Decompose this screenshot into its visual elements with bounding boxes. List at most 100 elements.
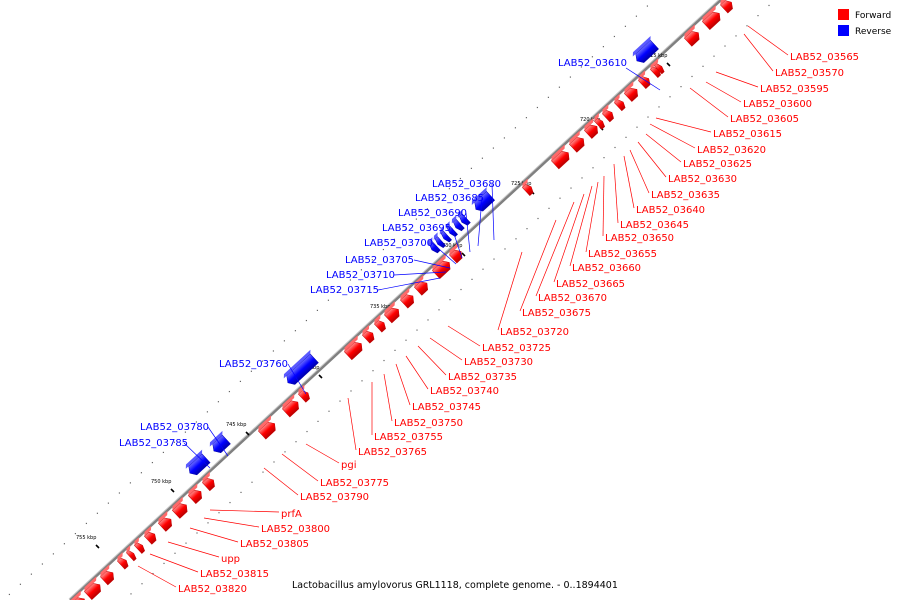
forward-gene-label: LAB52_03605 — [730, 114, 799, 125]
reverse-gene-label: LAB52_03760 — [219, 359, 288, 370]
reverse-gene-label: LAB52_03710 — [326, 270, 395, 281]
forward-gene-label: LAB52_03635 — [651, 190, 720, 201]
ring-dot — [306, 430, 308, 433]
gene-labels: LAB52_03565 LAB52_03570 LAB52_03595 LAB52_0… — [119, 25, 859, 595]
forward-gene-label: LAB52_03740 — [430, 386, 499, 397]
ring-dot — [250, 370, 253, 372]
kbp-tick-label: 720 kbp — [580, 117, 600, 123]
forward-leader-line — [347, 397, 357, 451]
forward-leader-line — [429, 337, 463, 361]
ring-dot — [350, 390, 352, 392]
forward-leader-line — [613, 163, 619, 224]
ring-dot — [372, 370, 374, 372]
ring-dot — [339, 400, 341, 402]
ring-dot — [514, 127, 517, 129]
reverse-leader-line — [393, 271, 447, 276]
legend-forward-label: Forward — [855, 11, 891, 21]
forward-gene — [100, 564, 114, 586]
reverse-gene — [185, 449, 211, 476]
reverse-gene-label: LAB52_03685 — [415, 193, 484, 204]
forward-gene-label: LAB52_03615 — [713, 129, 782, 140]
ring-dot — [580, 66, 583, 68]
ring-dot — [503, 137, 506, 139]
forward-gene-label: LAB52_03730 — [464, 357, 533, 368]
kbp-tick-label: 745 kbp — [226, 422, 246, 428]
ring-dot — [625, 136, 627, 138]
forward-gene — [172, 496, 188, 519]
ring-dot — [328, 410, 330, 412]
ring-dot — [602, 46, 605, 48]
forward-gene — [84, 576, 101, 600]
forward-gene — [362, 324, 375, 344]
legend-reverse-label: Reverse — [855, 27, 892, 37]
ring-dot — [151, 461, 154, 464]
kbp-tick-label: 725 kbp — [511, 181, 531, 187]
ring-dot — [515, 238, 517, 240]
forward-gene — [584, 118, 598, 139]
forward-leader-line — [305, 443, 340, 464]
ring-dot — [118, 492, 121, 494]
forward-gene-label: LAB52_03650 — [605, 233, 674, 244]
forward-gene — [594, 112, 605, 130]
ring-dot — [217, 401, 220, 403]
kbp-tick-mark — [666, 62, 671, 67]
ring-dot — [130, 593, 132, 595]
ring-dot — [757, 15, 759, 17]
forward-gene-label: LAB52_03800 — [261, 524, 330, 535]
forward-gene — [282, 393, 299, 418]
ring-dot — [735, 35, 737, 37]
forward-gene-label: LAB52_03655 — [588, 249, 657, 260]
ring-dot — [316, 309, 319, 311]
ring-dot — [581, 177, 583, 179]
reverse-gene-label: LAB52_03700 — [364, 238, 433, 249]
ring-dot — [646, 5, 649, 7]
kbp-tick-label: 715 kbp — [647, 53, 667, 59]
forward-gene — [522, 178, 534, 196]
ring-dot — [481, 157, 484, 159]
ring-dot — [658, 106, 660, 108]
forward-gene-label: LAB52_03625 — [683, 159, 752, 170]
reverse-leader-line — [477, 197, 483, 247]
reverse-gene-label: LAB52_03780 — [140, 422, 209, 433]
forward-gene-label: LAB52_03765 — [358, 447, 427, 458]
ring-dot — [273, 461, 275, 463]
forward-leader-line — [655, 117, 712, 133]
forward-gene — [720, 0, 733, 14]
legend-reverse-swatch — [838, 25, 849, 36]
forward-gene — [414, 274, 428, 296]
ring-dot — [536, 106, 539, 109]
ring-dot — [129, 482, 132, 484]
forward-gene — [602, 104, 614, 123]
ring-dot — [680, 86, 682, 88]
reverse-gene — [439, 226, 452, 243]
ring-dot — [669, 96, 671, 98]
forward-gene-label: LAB52_03660 — [572, 263, 641, 274]
reverse-leader-line — [465, 212, 471, 253]
ring-dot — [603, 157, 605, 159]
ring-dot — [195, 421, 198, 423]
ring-dot — [647, 116, 649, 118]
ring-dot — [228, 390, 231, 393]
forward-gene-label: LAB52_03630 — [668, 174, 737, 185]
ring-dot — [492, 147, 495, 149]
forward-leader-line — [405, 355, 429, 390]
genes — [70, 0, 733, 600]
forward-gene — [70, 590, 86, 600]
forward-gene-label: LAB52_03735 — [448, 372, 517, 383]
forward-gene-label: LAB52_03725 — [482, 343, 551, 354]
forward-leader-line — [203, 517, 260, 528]
ring-dot — [251, 481, 253, 483]
kbp-tick-mark — [318, 374, 323, 379]
kbp-tick-label: 755 kbp — [76, 535, 96, 541]
ring-dot — [272, 350, 275, 352]
reverse-gene-label: LAB52_03715 — [310, 285, 379, 296]
forward-gene-label: prfA — [281, 509, 302, 520]
forward-leader-line — [553, 193, 585, 283]
forward-leader-line — [417, 345, 447, 376]
forward-gene — [126, 545, 137, 562]
ring-dot — [261, 360, 264, 362]
forward-leader-line — [649, 123, 696, 149]
ring-dot — [459, 177, 462, 180]
forward-leader-line — [263, 467, 299, 496]
forward-gene — [344, 335, 363, 361]
